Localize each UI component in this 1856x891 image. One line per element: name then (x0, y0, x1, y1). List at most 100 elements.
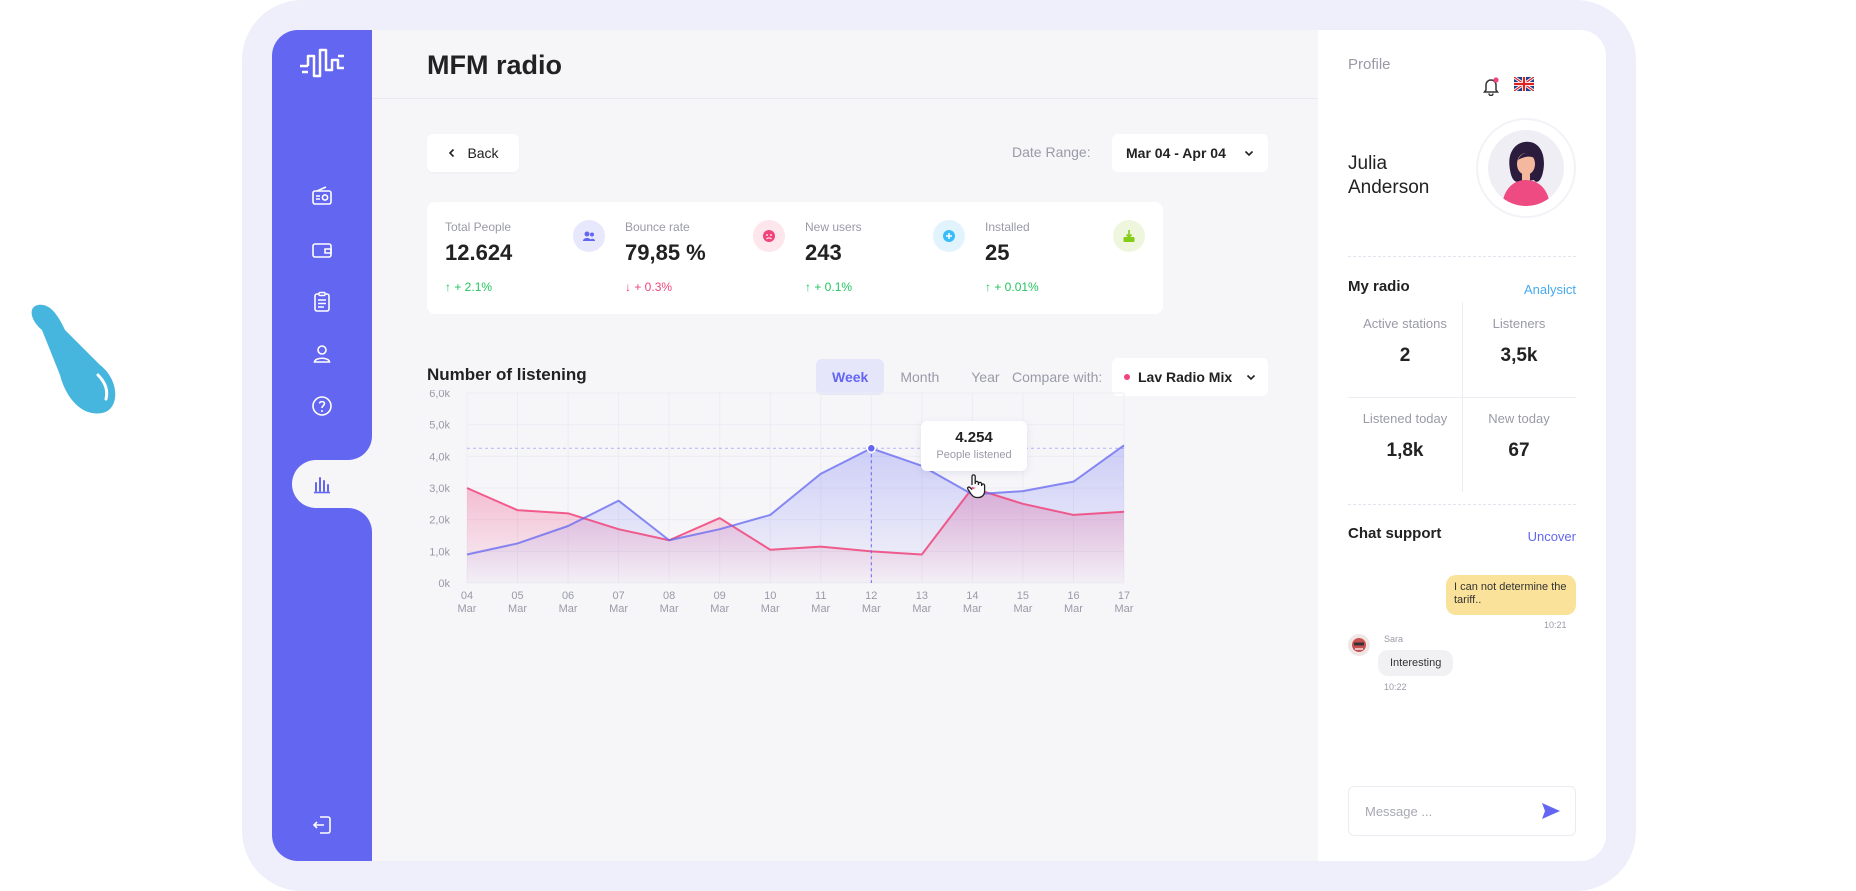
arrow-up-icon: ↑ (445, 280, 455, 294)
series-color-dot (1124, 374, 1130, 380)
sad-face-icon (753, 220, 785, 252)
x-tick-label: Mar (458, 603, 477, 615)
message-box (1348, 786, 1576, 836)
stat-new-today: New today 67 (1488, 411, 1550, 461)
sidebar-item-radio[interactable] (302, 176, 342, 216)
y-tick-label: 0k (438, 578, 450, 590)
sidebar-item-user[interactable] (302, 334, 342, 374)
x-tick-label: 17 (1118, 590, 1130, 602)
x-tick-label: Mar (862, 603, 881, 615)
help-icon (312, 396, 332, 416)
avatar[interactable] (1478, 120, 1574, 216)
x-tick-label: 13 (916, 590, 928, 602)
send-icon[interactable] (1541, 802, 1561, 820)
sidebar-item-help[interactable] (302, 386, 342, 426)
period-tabs: Week Month Year (816, 359, 1016, 395)
x-tick-label: Mar (1115, 603, 1134, 615)
chat-sender-name: Sara (1384, 634, 1404, 644)
stat-label: Bounce rate (625, 220, 690, 234)
date-range-select[interactable]: Mar 04 - Apr 04 (1112, 134, 1268, 172)
chat-time: 10:22 (1384, 682, 1407, 692)
sidebar-item-wallet[interactable] (302, 230, 342, 270)
hand-cursor-icon (966, 474, 986, 499)
radio-icon (312, 186, 332, 205)
arrow-down-icon: ↓ (625, 280, 635, 294)
tab-month[interactable]: Month (900, 369, 940, 385)
x-tick-label: 05 (511, 590, 523, 602)
clipboard-icon (314, 291, 330, 312)
chevron-down-icon (1244, 150, 1254, 157)
uncover-link[interactable]: Uncover (1527, 529, 1576, 544)
chat-message-incoming: Interesting (1378, 650, 1454, 676)
chat-time: 10:21 (1544, 620, 1567, 630)
bell-icon[interactable] (1482, 76, 1500, 96)
my-radio-title: My radio (1348, 278, 1410, 295)
wallet-icon (312, 243, 332, 258)
sidebar-item-clipboard[interactable] (302, 282, 342, 322)
logout-button[interactable] (302, 805, 342, 845)
y-tick-label: 5,0k (429, 420, 450, 432)
stat-label: Installed (985, 220, 1030, 234)
logout-icon (312, 816, 331, 834)
analysict-link[interactable]: Analysict (1523, 282, 1576, 297)
compare-label: Compare with: (1012, 369, 1103, 385)
y-tick-label: 6,0k (429, 390, 450, 400)
x-tick-label: Mar (660, 603, 679, 615)
y-tick-label: 4,0k (429, 451, 450, 463)
arrow-up-icon: ↑ (985, 280, 995, 294)
stat-change: ↑ + 0.01% (985, 280, 1039, 294)
stat-card-total-people: Total People 12.624 ↑ + 2.1% (427, 202, 623, 314)
stat-change: ↓ + 0.3% (625, 280, 673, 294)
x-tick-label: Mar (912, 603, 931, 615)
date-range-label: Date Range: (1012, 144, 1091, 160)
tooltip-label: People listened (936, 449, 1012, 461)
stat-listeners: Listeners 3,5k (1462, 302, 1576, 398)
topbar: MFM radio (372, 30, 1318, 99)
arrow-up-icon: ↑ (805, 280, 815, 294)
highlight-point (866, 443, 877, 454)
avatar (1348, 634, 1370, 656)
x-tick-label: Mar (1064, 603, 1083, 615)
compare-select[interactable]: Lav Radio Mix (1112, 358, 1268, 396)
x-tick-label: Mar (508, 603, 527, 615)
people-icon (573, 220, 605, 252)
series-area-0 (467, 445, 1124, 583)
divider (1348, 504, 1576, 505)
x-tick-label: 15 (1017, 590, 1029, 602)
profile-header: Profile (1348, 56, 1391, 73)
back-button[interactable]: Back (427, 134, 519, 172)
x-tick-label: Mar (1013, 603, 1032, 615)
stat-value: 12.624 (445, 240, 513, 265)
date-range-value: Mar 04 - Apr 04 (1126, 145, 1226, 161)
x-tick-label: 08 (663, 590, 675, 602)
sidebar (272, 30, 372, 861)
stat-label: New users (805, 220, 862, 234)
x-tick-label: Mar (963, 603, 982, 615)
app-logo[interactable] (294, 42, 350, 86)
y-tick-label: 3,0k (429, 483, 450, 495)
x-tick-label: Mar (761, 603, 780, 615)
chat-message-outgoing: I can not determine the tariff.. (1446, 575, 1576, 615)
stat-listened-today: Listened today 1,8k (1348, 397, 1463, 492)
message-input[interactable] (1363, 802, 1517, 820)
divider (1348, 256, 1576, 257)
uk-flag-icon[interactable] (1514, 77, 1534, 91)
download-icon (1113, 220, 1145, 252)
x-tick-label: 09 (714, 590, 726, 602)
x-tick-label: 06 (562, 590, 574, 602)
stat-value: 79,85 % (625, 240, 706, 265)
tab-week[interactable]: Week (816, 359, 885, 395)
x-tick-label: 12 (865, 590, 877, 602)
profile-last-name: Anderson (1348, 177, 1430, 198)
x-tick-label: Mar (559, 603, 578, 615)
profile-first-name: Julia (1348, 153, 1388, 174)
x-tick-label: Mar (710, 603, 729, 615)
app-window: MFM radio Back Date Range: Mar 04 - Apr … (272, 30, 1606, 861)
tab-year[interactable]: Year (971, 369, 1000, 385)
stat-change: ↑ + 0.1% (805, 280, 853, 294)
x-tick-label: 11 (815, 590, 826, 602)
sidebar-item-statistics[interactable] (302, 464, 342, 504)
x-tick-label: 07 (612, 590, 624, 602)
stat-label: Total People (445, 220, 512, 234)
x-tick-label: 10 (764, 590, 776, 602)
